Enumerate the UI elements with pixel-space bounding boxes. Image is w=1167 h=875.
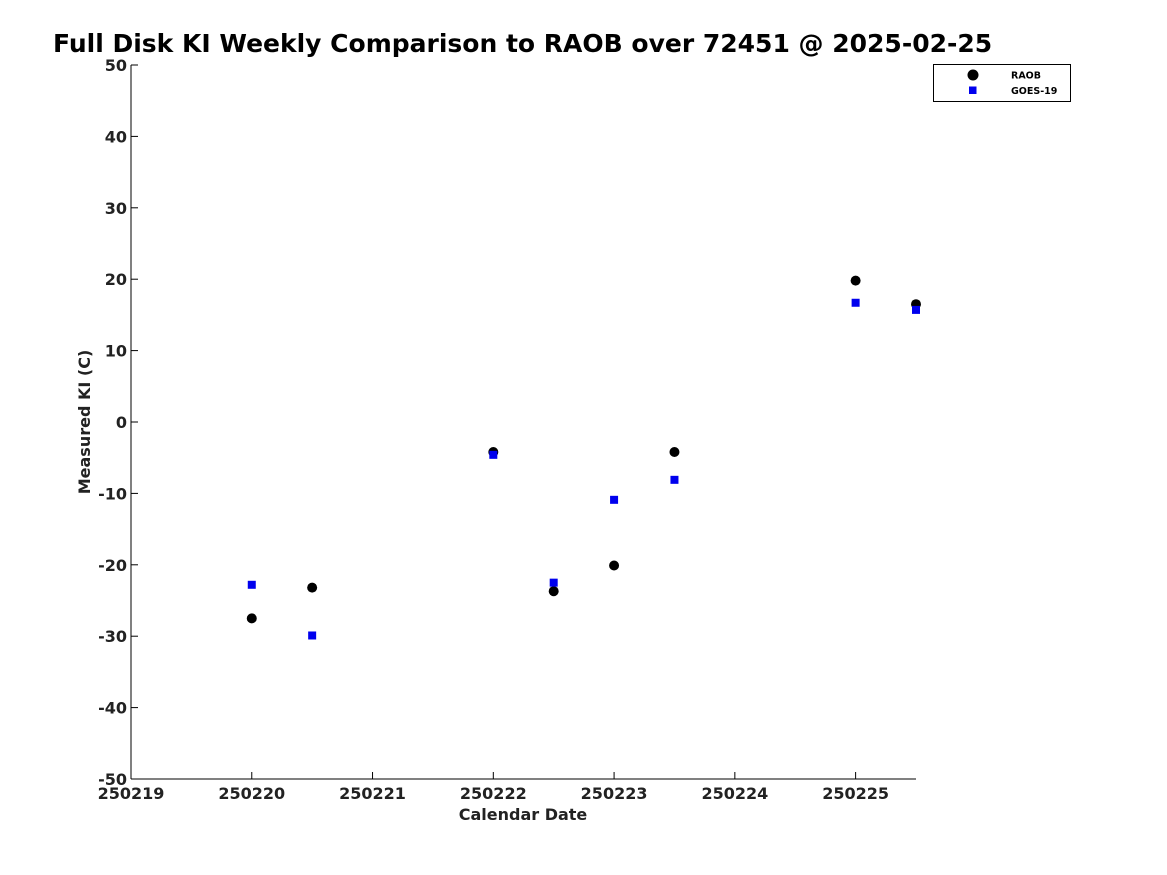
goes-19-point xyxy=(489,450,498,459)
x-tick-label: 250220 xyxy=(218,784,285,803)
y-tick-label: 30 xyxy=(105,199,127,218)
goes-19-point xyxy=(308,631,317,640)
y-tick-label: -30 xyxy=(98,627,127,646)
data-points xyxy=(246,275,921,640)
y-tick-label: -10 xyxy=(98,484,127,503)
x-tick-label: 250224 xyxy=(701,784,768,803)
raob-point xyxy=(669,446,680,457)
legend-goes-marker xyxy=(969,86,977,94)
axes xyxy=(130,65,916,780)
x-ticks: 250219 250220 250221 250222 250223 250224 2502… xyxy=(98,772,889,803)
y-tick-label: -40 xyxy=(98,699,127,718)
chart-title: Full Disk KI Weekly Comparison to RAOB o… xyxy=(53,29,992,58)
goes-19-point xyxy=(549,578,558,587)
y-tick-label: -20 xyxy=(98,556,127,575)
x-axis-label: Calendar Date xyxy=(459,805,588,824)
goes-19-point xyxy=(912,305,920,314)
legend-raob-marker xyxy=(967,69,979,81)
y-axis-label: Measured KI (C) xyxy=(75,350,94,495)
x-tick-label: 250222 xyxy=(460,784,527,803)
x-tick-label: 250221 xyxy=(339,784,406,803)
y-tick-label: 40 xyxy=(105,127,127,146)
legend-raob-label: RAOB xyxy=(1011,71,1041,82)
goes-19-point xyxy=(851,298,860,307)
x-tick-label: 250225 xyxy=(822,784,889,803)
raob-point xyxy=(850,275,861,286)
x-tick-label: 250223 xyxy=(581,784,648,803)
y-ticks: 50 40 30 20 10 0 -10 -20 -30 -40 -50 xyxy=(98,56,138,789)
raob-point xyxy=(548,586,559,597)
y-tick-label: 10 xyxy=(105,342,127,361)
legend: RAOB GOES-19 xyxy=(933,64,1071,102)
goes-19-point xyxy=(247,580,256,589)
legend-box xyxy=(933,64,1071,102)
y-tick-label: 50 xyxy=(105,56,127,75)
raob-point xyxy=(246,613,257,624)
goes-19-point xyxy=(670,475,679,484)
legend-goes-label: GOES-19 xyxy=(1011,86,1057,97)
y-tick-label: -50 xyxy=(98,770,127,789)
raob-point xyxy=(609,560,620,571)
y-tick-label: 0 xyxy=(116,413,127,432)
goes-19-point xyxy=(610,495,619,504)
y-tick-label: 20 xyxy=(105,270,127,289)
x-tick-label: 250219 xyxy=(98,784,165,803)
raob-point xyxy=(307,582,318,593)
